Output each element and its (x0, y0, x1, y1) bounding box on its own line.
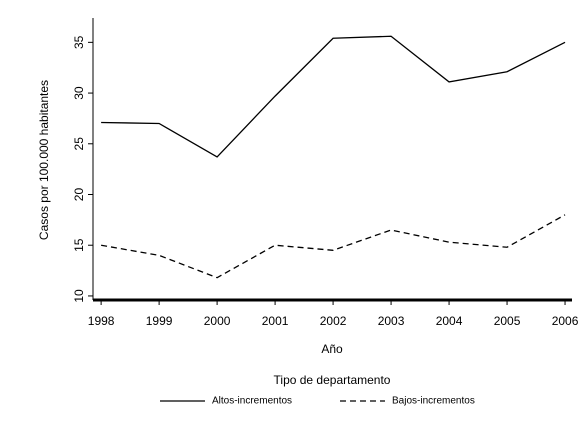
x-tick-label: 2004 (436, 314, 463, 328)
y-tick-label: 15 (72, 238, 86, 252)
series-line (101, 35, 566, 158)
series-line (101, 214, 566, 279)
y-tick-label: 30 (72, 86, 86, 100)
x-tick-label: 2001 (262, 314, 289, 328)
y-tick-label: 35 (72, 35, 86, 49)
x-tick-label: 1998 (88, 314, 115, 328)
legend-title: Tipo de departamento (274, 373, 391, 387)
y-tick-label: 25 (72, 137, 86, 151)
x-tick-label: 2000 (204, 314, 231, 328)
x-tick-label: 2005 (494, 314, 521, 328)
legend-label: Altos-incrementos (212, 396, 292, 407)
x-tick-label: 2003 (378, 314, 405, 328)
y-tick-label: 10 (72, 289, 86, 303)
y-tick-label: 20 (72, 188, 86, 202)
x-tick-label: 1999 (146, 314, 173, 328)
legend-label: Bajos-incrementos (392, 396, 475, 407)
x-axis-label: Año (321, 342, 343, 356)
x-tick-label: 2006 (552, 314, 579, 328)
y-axis-label: Casos por 100.000 habitantes (37, 80, 51, 240)
x-tick-label: 2002 (320, 314, 347, 328)
